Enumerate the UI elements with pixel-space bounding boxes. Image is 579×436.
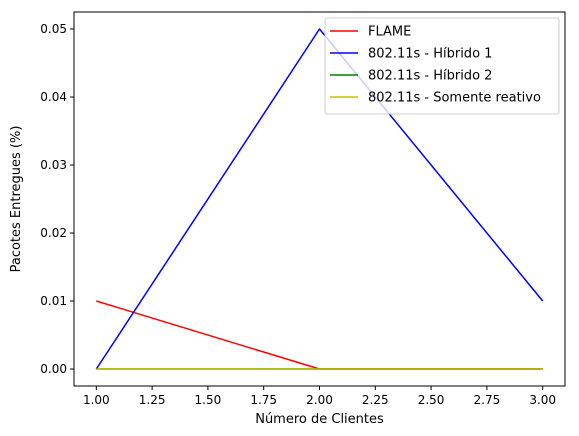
x-tick-label: 3.00 <box>529 393 556 407</box>
y-axis-label: Pacotes Entregues (%) <box>9 126 24 273</box>
legend-box <box>324 17 560 115</box>
x-tick-label: 1.50 <box>195 393 222 407</box>
x-tick-label: 1.00 <box>83 393 110 407</box>
legend-label: 802.11s - Híbrido 1 <box>368 47 492 62</box>
y-tick-label: 0.00 <box>40 362 67 376</box>
legend: FLAME 802.11s - Híbrido 1 802.11s - Híbrid… <box>324 17 560 115</box>
x-tick-label: 2.00 <box>306 393 333 407</box>
y-tick-label: 0.01 <box>40 294 67 308</box>
x-tick-label: 2.50 <box>418 393 445 407</box>
y-tick-label: 0.05 <box>40 22 67 36</box>
y-tick-label: 0.02 <box>40 226 67 240</box>
plot-lines <box>95 28 544 370</box>
x-tick-label: 1.25 <box>139 393 166 407</box>
x-axis-ticks: 1.00 1.25 1.50 1.75 2.00 2.25 2.50 2.75 3.00 <box>83 386 556 407</box>
x-axis-label: Número de Clientes <box>255 412 384 427</box>
legend-label: 802.11s - Híbrido 2 <box>368 69 492 84</box>
x-tick-label: 2.75 <box>474 393 501 407</box>
x-tick-label: 1.75 <box>250 393 277 407</box>
legend-label: 802.11s - Somente reativo <box>368 91 541 106</box>
series-line-2 <box>95 28 544 370</box>
series-line-1 <box>96 300 543 370</box>
legend-label: FLAME <box>368 25 411 40</box>
legend-items: FLAME 802.11s - Híbrido 1 802.11s - Híbrid… <box>330 25 541 106</box>
y-axis-ticks: 0.00 0.01 0.02 0.03 0.04 0.05 <box>40 22 74 376</box>
y-tick-label: 0.03 <box>40 158 67 172</box>
y-tick-label: 0.04 <box>40 90 67 104</box>
x-tick-label: 2.25 <box>362 393 389 407</box>
